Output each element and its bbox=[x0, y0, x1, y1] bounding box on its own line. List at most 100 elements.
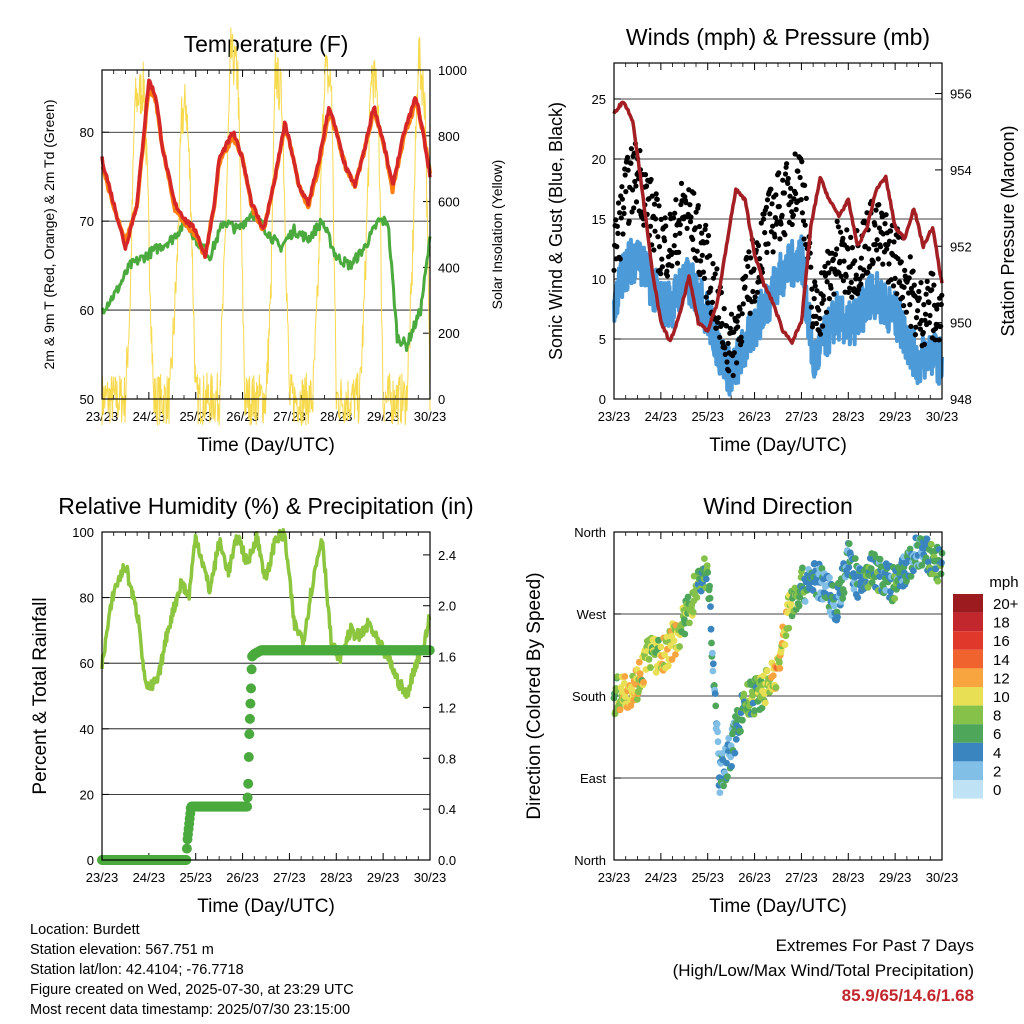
y-tick-label: 0 bbox=[87, 853, 94, 868]
gust-point bbox=[802, 182, 808, 188]
plot-frame bbox=[613, 531, 943, 861]
gust-point bbox=[684, 225, 690, 231]
direction-point bbox=[782, 632, 790, 639]
gust-point bbox=[691, 190, 697, 196]
direction-point bbox=[693, 594, 701, 601]
plot-frame bbox=[101, 531, 431, 861]
precip-point bbox=[245, 698, 256, 709]
direction-point bbox=[714, 728, 721, 736]
precip-point bbox=[242, 801, 253, 812]
gust-point bbox=[876, 202, 882, 208]
gust-point bbox=[800, 218, 807, 224]
gust-point bbox=[854, 291, 861, 297]
y2-tick-label: 1000 bbox=[438, 63, 467, 78]
gust-point bbox=[764, 249, 770, 255]
direction-point bbox=[709, 649, 716, 657]
direction-point bbox=[876, 573, 884, 580]
gust-point bbox=[845, 289, 852, 295]
x-tick-label: 24/23 bbox=[645, 409, 678, 424]
gust-point bbox=[870, 259, 876, 265]
gust-point bbox=[931, 282, 937, 288]
y2-tick-label: 950 bbox=[950, 316, 972, 331]
direction-points bbox=[610, 534, 946, 796]
gust-point bbox=[702, 226, 708, 232]
y-tick-label: 80 bbox=[80, 125, 94, 140]
gust-points bbox=[611, 141, 945, 379]
x-tick-label: 29/23 bbox=[879, 870, 912, 885]
direction-point bbox=[795, 602, 803, 610]
gust-point bbox=[813, 313, 819, 319]
gust-point bbox=[624, 154, 631, 160]
gust-point bbox=[883, 212, 889, 218]
gust-point bbox=[744, 254, 750, 261]
y2-tick-label: 1.2 bbox=[438, 700, 456, 715]
y-tick-label: 5 bbox=[599, 332, 606, 347]
gust-point bbox=[752, 298, 758, 304]
humidity-line bbox=[100, 527, 432, 699]
t2m-line bbox=[100, 78, 432, 259]
x-tick-label: 27/23 bbox=[273, 870, 306, 885]
gust-point bbox=[772, 234, 778, 240]
gust-point bbox=[826, 270, 832, 276]
direction-point bbox=[706, 594, 714, 602]
gust-point bbox=[817, 315, 823, 322]
gust-point bbox=[746, 249, 752, 255]
gust-point bbox=[677, 222, 683, 228]
gust-point bbox=[672, 232, 678, 238]
gust-point bbox=[728, 311, 735, 317]
gust-point bbox=[926, 299, 932, 306]
x-axis-label: Time (Day/UTC) bbox=[197, 435, 335, 456]
gust-point bbox=[631, 205, 637, 211]
y2-tick-label: 0.4 bbox=[438, 802, 456, 817]
gust-point bbox=[764, 197, 771, 203]
colorbar-swatch bbox=[953, 724, 983, 743]
y-tick-label: 20 bbox=[80, 787, 94, 802]
colorbar-swatch bbox=[953, 612, 983, 632]
gust-point bbox=[621, 205, 627, 211]
gust-point bbox=[713, 325, 719, 331]
gust-point bbox=[755, 242, 762, 249]
gust-point bbox=[873, 207, 879, 213]
gust-point bbox=[897, 279, 903, 285]
direction-point bbox=[868, 578, 876, 586]
gust-point bbox=[779, 212, 785, 218]
gust-point bbox=[921, 341, 928, 347]
y2-tick-label: 2.0 bbox=[438, 599, 456, 614]
x-axis-label: Time (Day/UTC) bbox=[709, 896, 847, 917]
y-tick-label: North bbox=[574, 525, 606, 540]
colorbar-label: 14 bbox=[993, 652, 1010, 669]
gust-point bbox=[625, 167, 631, 173]
direction-point bbox=[845, 540, 853, 548]
direction-point bbox=[907, 572, 915, 580]
gust-point bbox=[799, 159, 805, 165]
precip-point bbox=[244, 729, 255, 740]
direction-point bbox=[877, 563, 885, 571]
direction-point bbox=[686, 619, 693, 627]
gust-point bbox=[642, 172, 649, 178]
gust-point bbox=[777, 236, 783, 242]
gust-point bbox=[812, 279, 818, 285]
gust-point bbox=[754, 289, 761, 295]
gust-point bbox=[899, 294, 906, 300]
direction-point bbox=[621, 693, 629, 700]
precip-points bbox=[97, 645, 435, 865]
gust-point bbox=[617, 210, 623, 216]
direction-point bbox=[716, 789, 724, 796]
gust-point bbox=[834, 246, 840, 252]
gust-point bbox=[770, 223, 776, 229]
gust-point bbox=[762, 230, 768, 236]
y-axis-label: Percent & Total Rainfall bbox=[30, 597, 51, 794]
gust-point bbox=[808, 264, 814, 270]
gust-point bbox=[626, 218, 632, 224]
gust-point bbox=[917, 326, 924, 332]
gust-point bbox=[798, 197, 804, 203]
x-tick-label: 27/23 bbox=[785, 870, 818, 885]
gust-point bbox=[763, 204, 770, 210]
gust-point bbox=[803, 195, 809, 201]
gust-point bbox=[615, 230, 621, 236]
gust-point bbox=[930, 271, 936, 277]
dewpoint-line bbox=[100, 210, 432, 353]
gust-point bbox=[722, 345, 728, 351]
x-tick-label: 24/23 bbox=[133, 870, 166, 885]
y2-tick-label: 2.4 bbox=[438, 548, 456, 563]
